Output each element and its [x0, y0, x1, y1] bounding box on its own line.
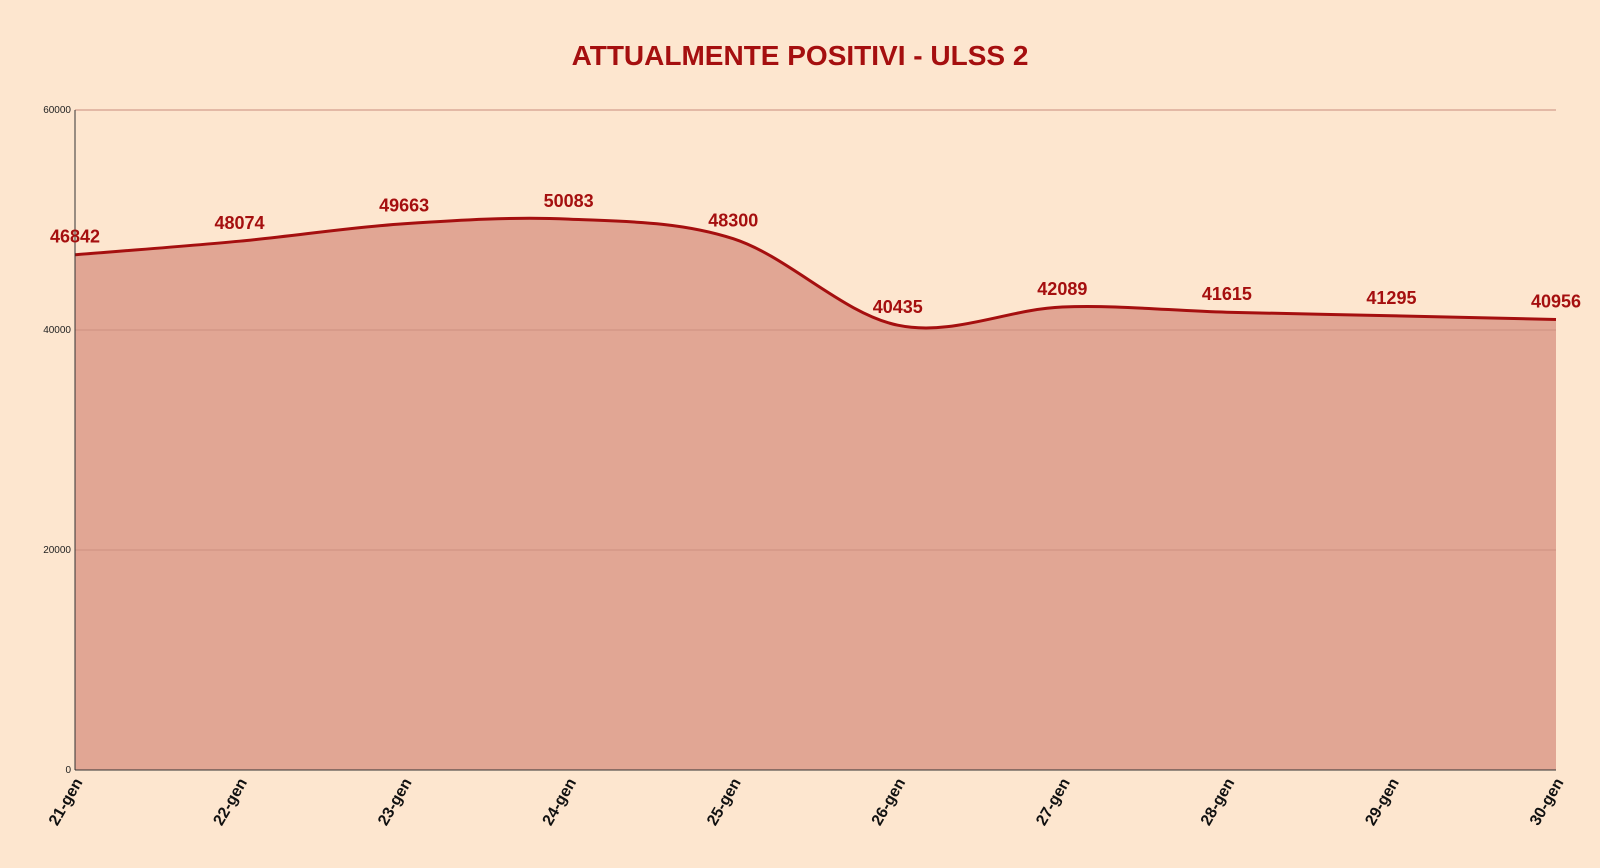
area-series [74, 216, 1557, 770]
data-label: 41295 [1366, 288, 1416, 308]
data-labels: 46842 48074 49663 50083 48300 40435 42089 41615… [50, 191, 1581, 317]
data-label: 40956 [1531, 291, 1581, 311]
chart-title: ATTUALMENTE POSITIVI - ULSS 2 [571, 40, 1029, 71]
series-line [74, 216, 1557, 330]
x-tick-label: 29-gen [1362, 776, 1403, 829]
axes [74, 110, 1556, 771]
data-label: 46842 [50, 227, 100, 247]
data-label: 48074 [215, 213, 265, 233]
x-tick-label: 28-gen [1198, 776, 1239, 829]
y-tick-label: 0 [65, 765, 71, 776]
data-label: 42089 [1037, 279, 1087, 299]
x-tick-label: 26-gen [869, 776, 910, 829]
x-tick-label: 30-gen [1527, 776, 1568, 829]
x-tick-label: 25-gen [704, 776, 745, 829]
y-tick-labels: 0 20000 40000 60000 [43, 105, 71, 776]
y-tick-label: 20000 [43, 545, 71, 556]
x-tick-label: 24-gen [540, 776, 581, 829]
x-tick-label: 21-gen [46, 776, 87, 829]
x-tick-labels: 21-gen 22-gen 23-gen 24-gen 25-gen 26-gen 27-g… [46, 776, 1568, 829]
y-tick-label: 40000 [43, 325, 71, 336]
x-tick-label: 22-gen [211, 776, 252, 829]
x-tick-label: 27-gen [1033, 776, 1074, 829]
x-tick-label: 23-gen [375, 776, 416, 829]
area-fill [75, 218, 1556, 770]
y-tick-label: 60000 [43, 105, 71, 116]
data-label: 40435 [873, 297, 923, 317]
data-label: 49663 [379, 196, 429, 216]
data-label: 50083 [544, 191, 594, 211]
data-label: 41615 [1202, 284, 1252, 304]
data-label: 48300 [708, 211, 758, 231]
